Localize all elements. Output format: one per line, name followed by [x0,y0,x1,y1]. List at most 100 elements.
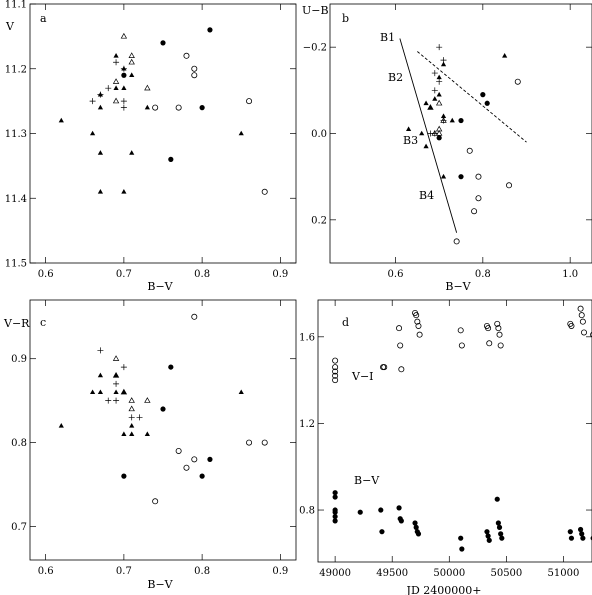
x-tick-label: 0.9 [272,566,288,577]
data-point [457,327,464,334]
data-point [113,389,119,395]
data-point [415,531,422,537]
y-tick-label: 0.0 [311,129,327,140]
data-point [458,117,464,124]
data-point [128,397,135,403]
y-tick-label: 11.1 [5,0,27,11]
data-point [105,397,112,404]
data-point [577,526,584,533]
data-point [475,173,482,180]
data-point [440,117,447,124]
data-point [357,509,363,515]
data-point [436,44,443,51]
y-tick-label: 0.8 [299,506,315,517]
x-tick-label: 0.8 [194,566,210,577]
series-open-triangle [112,32,151,104]
data-point [168,156,174,162]
data-point [120,388,128,395]
data-point [480,92,486,98]
data-point [406,126,412,131]
data-point [238,130,244,136]
data-point [413,312,420,319]
data-point [514,78,521,85]
y-tick-label: 0.8 [11,438,27,449]
data-point [590,331,592,338]
panel-label: a [40,12,47,25]
series-open-triangle [112,355,151,412]
data-point [332,368,339,375]
series-filled-triangle [58,372,244,436]
x-tick-label: 0.6 [38,269,54,280]
series-open-circle [152,52,268,195]
panel-d: 49000 49500 50000 50500 51000 0.8 1.2 1.6 d JD 24… [299,299,592,595]
data-point [568,322,575,329]
data-point [436,74,442,80]
data-point [506,182,513,189]
data-point [183,52,190,59]
data-point [112,371,120,378]
data-point [191,313,198,320]
data-point [579,531,585,537]
annotation: B3 [403,134,418,147]
data-point [120,104,127,111]
data-point [440,173,447,179]
data-point [207,27,213,33]
data-point [121,85,127,90]
x-tick-label: 0.6 [388,269,404,280]
data-point [440,113,447,119]
data-point [246,439,253,446]
annotation: B4 [419,189,434,202]
data-point [144,84,151,91]
data-point [136,414,143,421]
data-point [58,117,64,123]
data-point [381,364,388,371]
data-point [238,389,244,395]
data-point [485,533,491,539]
data-point [440,57,447,64]
x-tick-label: 1.0 [562,269,578,280]
data-point [128,405,135,412]
data-point [129,423,135,428]
data-point [378,507,384,513]
data-point [497,342,504,349]
data-point [332,518,338,524]
data-point [128,414,135,421]
series-filled-circle [121,27,213,162]
data-point [499,535,505,541]
data-point [97,389,104,395]
data-point [175,104,182,111]
plot-frame [29,299,297,561]
data-point [484,100,490,106]
y-axis-label: V [5,20,15,33]
annotation: V−I [351,370,374,383]
annotation: B2 [388,71,403,84]
data-point [105,85,112,92]
data-point [113,59,120,66]
data-point [160,40,166,46]
y-tick-label: 11.2 [5,64,27,75]
data-point [152,104,159,111]
data-point [459,546,465,552]
data-point [413,524,419,530]
x-tick-label: 49500 [376,568,408,579]
data-point [431,70,438,77]
y-axis-label: V−R [3,317,30,330]
series-open-circle [332,305,592,384]
data-point [89,98,96,105]
data-point [120,32,128,39]
data-point [494,320,501,327]
data-point [128,58,135,65]
y-tick-label: 0.9 [11,354,27,365]
data-point [498,531,504,537]
data-point [121,188,127,194]
data-point [458,342,465,349]
series-filled-circle [332,490,592,552]
data-point [261,188,268,195]
data-point [495,325,502,332]
data-point [466,147,473,154]
data-point [416,331,423,338]
data-point [261,439,268,446]
data-point [332,357,339,364]
data-point [129,72,135,78]
